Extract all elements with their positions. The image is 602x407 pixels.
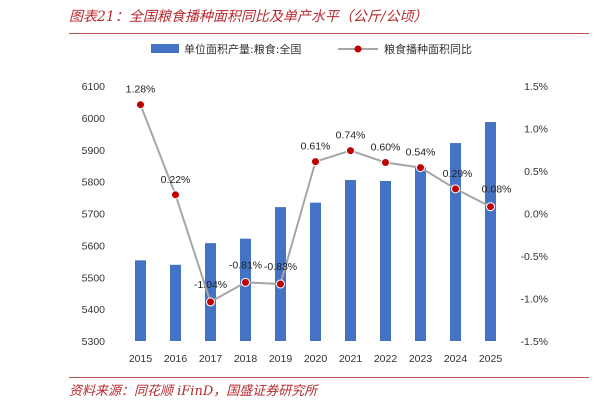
line-point — [311, 157, 320, 167]
line-point — [276, 279, 285, 289]
line-point — [346, 146, 355, 156]
x-tick-label: 2023 — [409, 353, 433, 365]
bar — [345, 180, 356, 341]
right-tick-label: 1.0% — [524, 124, 548, 136]
line-point — [206, 297, 215, 307]
left-tick-label: 5700 — [82, 209, 106, 221]
legend: 单位面积产量:粮食:全国 粮食播种面积同比 — [151, 42, 472, 56]
bar-series — [135, 122, 496, 341]
left-axis: 5300 5400 5500 5600 5700 5800 5900 6000 6100 — [82, 81, 106, 348]
bar — [135, 260, 146, 341]
x-tick-label: 2017 — [199, 353, 223, 365]
x-tick-label: 2016 — [164, 353, 188, 365]
x-tick-label: 2019 — [269, 353, 293, 365]
line-data-label: 0.74% — [336, 130, 366, 142]
bar — [275, 207, 286, 341]
line-data-label: 0.29% — [443, 168, 473, 180]
x-tick-label: 2021 — [339, 353, 363, 365]
left-tick-label: 6000 — [82, 113, 106, 125]
x-tick-label: 2018 — [234, 353, 258, 365]
left-tick-label: 5900 — [82, 145, 106, 157]
bar — [205, 243, 216, 341]
left-tick-label: 5600 — [82, 240, 106, 252]
x-tick-label: 2024 — [444, 353, 468, 365]
bar — [415, 167, 426, 341]
figure-source: 资料来源：同花顺 iFinD，国盛证券研究所 — [69, 384, 318, 399]
line-data-label: 1.28% — [126, 84, 156, 96]
right-tick-label: -1.0% — [521, 294, 548, 306]
figure-title: 图表21：全国粮食播种面积同比及单产水平（公斤/公顷） — [69, 9, 428, 25]
bar — [310, 202, 321, 341]
right-tick-label: -0.5% — [521, 251, 548, 263]
line-point — [486, 202, 495, 212]
bar — [380, 180, 391, 341]
x-tick-label: 2025 — [479, 353, 503, 365]
right-axis: -1.5% -1.0% -0.5% 0.0% 0.5% 1.0% 1.5% — [521, 81, 548, 348]
left-tick-label: 6100 — [82, 81, 106, 93]
line-data-label: 0.60% — [371, 142, 401, 154]
line-series: 1.28% 0.22% -1.04%-0.81% -0.83% 0.61% 0.74% 0.… — [126, 84, 512, 307]
title-divider — [69, 33, 589, 34]
bar — [450, 143, 461, 341]
bar — [240, 238, 251, 341]
legend-label-line: 粮食播种面积同比 — [384, 42, 472, 56]
right-tick-label: 0.5% — [524, 166, 548, 178]
left-tick-label: 5400 — [82, 304, 106, 316]
line-point — [171, 190, 180, 200]
line-data-label: 0.61% — [301, 141, 331, 153]
x-tick-label: 2015 — [129, 353, 153, 365]
left-tick-label: 5300 — [82, 336, 106, 348]
legend-swatch-bar — [151, 44, 179, 53]
line-data-label: 0.22% — [161, 174, 191, 186]
right-tick-label: 1.5% — [524, 81, 548, 93]
line-data-label: -0.83% — [264, 261, 297, 273]
x-axis: 2015 2016 2017 2018 2019 2020 2021 2022 2023 2024… — [129, 353, 503, 365]
line-point — [451, 184, 460, 194]
legend-label-bar: 单位面积产量:粮食:全国 — [184, 42, 301, 56]
line-data-label: 0.54% — [406, 147, 436, 159]
line-data-label: -0.81% — [229, 259, 262, 271]
line-point — [381, 158, 390, 167]
left-tick-label: 5500 — [82, 272, 106, 284]
bar — [170, 264, 181, 341]
line-data-label: -1.04% — [194, 279, 227, 291]
x-tick-label: 2022 — [374, 353, 398, 365]
line-point — [241, 277, 250, 287]
line-point — [416, 163, 425, 173]
legend-marker-line — [354, 45, 362, 53]
line-data-label: 0.08% — [482, 184, 512, 196]
right-tick-label: 0.0% — [524, 209, 548, 221]
left-tick-label: 5800 — [82, 177, 106, 189]
x-tick-label: 2020 — [304, 353, 328, 365]
bar — [485, 122, 496, 341]
line-point — [136, 100, 145, 110]
source-divider — [69, 377, 589, 378]
right-tick-label: -1.5% — [521, 336, 548, 348]
